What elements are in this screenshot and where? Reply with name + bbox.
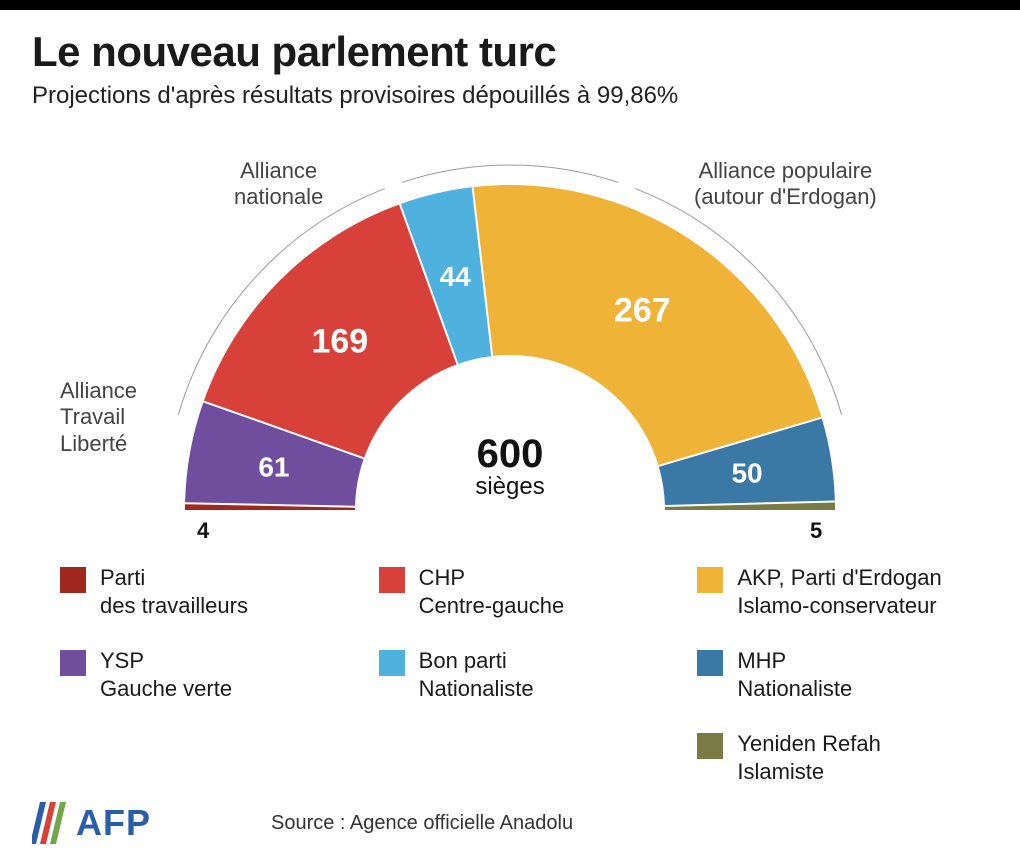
page-subtitle: Projections d'après résultats provisoire… — [32, 82, 988, 110]
legend-text: Bon partiNationaliste — [419, 647, 534, 702]
total-seats-number: 600 — [450, 432, 570, 477]
legend-spacer — [60, 730, 343, 785]
outside-seat-number-tip: 4 — [197, 518, 209, 544]
source-line: Source : Agence officielle Anadolu — [271, 812, 573, 835]
alliance-label: Alliancenationale — [234, 158, 323, 211]
legend: Partides travailleurs CHPCentre-gauche AKP… — [0, 540, 1020, 785]
parliament-chart: 61 169 44 267 50 Alliancenationale Alliance p… — [32, 120, 988, 540]
alliance-label: AllianceTravailLiberté — [60, 378, 137, 457]
footer-row: AFP Source : Agence officielle Anadolu — [0, 800, 1020, 846]
legend-swatch — [60, 567, 86, 593]
legend-text: AKP, Parti d'ErdoganIslamo-conservateur — [737, 564, 941, 619]
legend-item-chp: CHPCentre-gauche — [379, 564, 662, 619]
legend-text: MHPNationaliste — [737, 647, 852, 702]
top-black-bar — [0, 0, 1020, 10]
legend-text: Yeniden RefahIslamiste — [737, 730, 881, 785]
page-title: Le nouveau parlement turc — [32, 28, 988, 76]
slice-label-chp: 169 — [311, 323, 368, 361]
legend-spacer — [379, 730, 662, 785]
center-total: 600 sièges — [450, 432, 570, 501]
legend-swatch — [379, 567, 405, 593]
legend-text: Partides travailleurs — [100, 564, 248, 619]
slice-label-iyi: 44 — [440, 261, 472, 292]
legend-text: YSPGauche verte — [100, 647, 232, 702]
slice-label-akp: 267 — [614, 292, 671, 330]
legend-swatch — [379, 650, 405, 676]
legend-item-akp: AKP, Parti d'ErdoganIslamo-conservateur — [697, 564, 980, 619]
afp-logo-stripes — [32, 800, 68, 846]
legend-swatch — [697, 733, 723, 759]
alliance-label: Alliance populaire(autour d'Erdogan) — [694, 158, 877, 211]
legend-swatch — [697, 650, 723, 676]
legend-item-mhp: MHPNationaliste — [697, 647, 980, 702]
total-seats-word: sièges — [450, 473, 570, 501]
header-block: Le nouveau parlement turc Projections d'… — [0, 10, 1020, 110]
legend-text: CHPCentre-gauche — [419, 564, 565, 619]
infographic-root: Le nouveau parlement turc Projections d'… — [0, 0, 1020, 868]
slice-label-mhp: 50 — [731, 457, 762, 488]
outside-seat-number-yrp: 5 — [810, 518, 822, 544]
legend-swatch — [697, 567, 723, 593]
legend-item-ysp: YSPGauche verte — [60, 647, 343, 702]
alliance-outer-arc — [402, 165, 619, 182]
legend-item-tip: Partides travailleurs — [60, 564, 343, 619]
legend-item-yrp: Yeniden RefahIslamiste — [697, 730, 980, 785]
afp-logo-text: AFP — [76, 802, 151, 844]
afp-logo: AFP — [32, 800, 151, 846]
legend-item-iyi: Bon partiNationaliste — [379, 647, 662, 702]
legend-swatch — [60, 650, 86, 676]
slice-label-ysp: 61 — [258, 452, 289, 483]
